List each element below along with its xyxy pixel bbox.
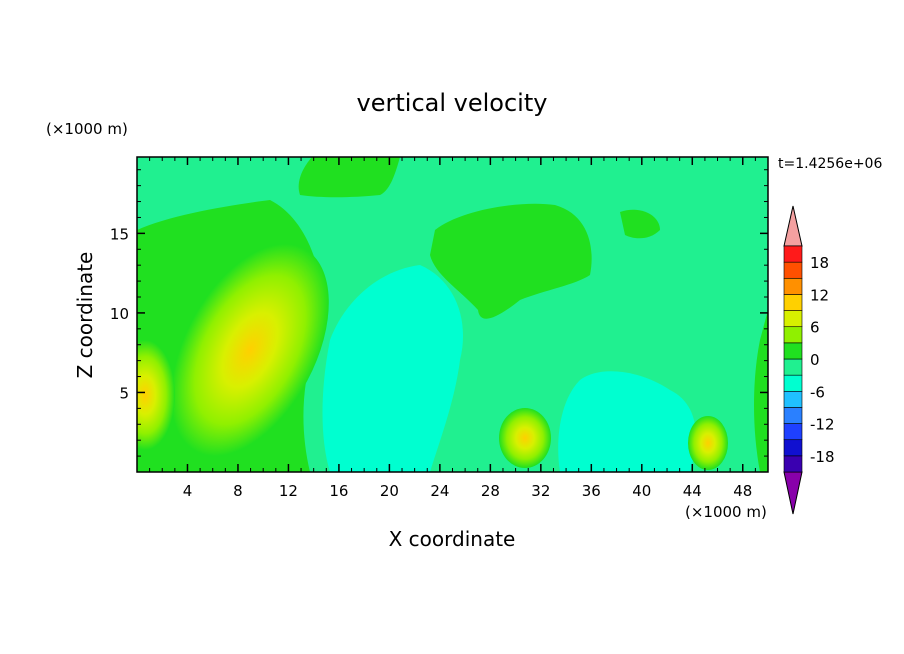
- colorbar-band: [783, 455, 803, 473]
- contour-updraft-main: [171, 243, 329, 457]
- y-axis-label: Z coordinate: [73, 252, 97, 379]
- x-tick-label: 8: [233, 482, 243, 500]
- x-tick-label: 16: [329, 482, 348, 500]
- x-axis-label: X coordinate: [389, 527, 516, 551]
- colorbar-min-extension: [783, 471, 803, 515]
- contour-weak-updraft-edge: [754, 310, 768, 472]
- colorbar-band: [783, 423, 803, 441]
- x-tick-label: 44: [683, 482, 702, 500]
- x-tick-label: 36: [582, 482, 601, 500]
- y-tick-label: 15: [110, 225, 129, 243]
- colorbar-band: [783, 310, 803, 328]
- x-tick-label: 28: [481, 482, 500, 500]
- time-label: t=1.4256e+06: [778, 156, 882, 172]
- x-tick-label: 24: [430, 482, 449, 500]
- colorbar-band: [783, 277, 803, 295]
- colorbar-band: [783, 439, 803, 457]
- colorbar-max-extension: [783, 205, 803, 247]
- colorbar-tick-label: 18: [810, 254, 829, 272]
- x-unit-label: (×1000 m): [685, 503, 767, 521]
- x-tick-label: 12: [279, 482, 298, 500]
- colorbar-tick-label: 12: [810, 286, 829, 304]
- x-tick-label: 32: [531, 482, 550, 500]
- colorbar-band: [783, 374, 803, 392]
- contour-weak-updraft-center: [430, 203, 592, 319]
- chart-title: vertical velocity: [357, 89, 548, 117]
- y-tick-label: 5: [119, 384, 129, 402]
- contour-updraft-46: [688, 416, 728, 470]
- colorbar: 18 12 6 0 -6 -12 -18: [783, 205, 835, 515]
- colorbar-band: [783, 261, 803, 279]
- colorbar-band: [783, 326, 803, 344]
- colorbar-band: [783, 342, 803, 360]
- x-tick-label: 20: [380, 482, 399, 500]
- contour-weak-updraft-right: [620, 209, 660, 239]
- contour-weak-updraft-top: [298, 157, 400, 198]
- colorbar-band: [783, 294, 803, 311]
- colorbar-band: [783, 390, 803, 408]
- colorbar-band: [783, 407, 803, 424]
- colorbar-tick-label: -18: [810, 448, 835, 466]
- contour-updraft-32: [499, 408, 551, 468]
- colorbar-tick-label: -12: [810, 416, 835, 434]
- contour-updraft-edge: [137, 340, 175, 450]
- colorbar-band: [783, 245, 803, 263]
- y-unit-label: (×1000 m): [46, 120, 128, 138]
- y-axis: 5 10 15: [110, 169, 768, 457]
- contour-downdraft-right: [558, 371, 696, 472]
- x-tick-label: 48: [733, 482, 752, 500]
- y-tick-label: 10: [110, 305, 129, 323]
- colorbar-band: [783, 358, 803, 376]
- x-tick-label: 40: [632, 482, 651, 500]
- x-tick-label: 4: [183, 482, 193, 500]
- colorbar-tick-label: 0: [810, 351, 820, 369]
- contour-downdraft-center: [322, 265, 464, 472]
- colorbar-tick-label: -6: [810, 383, 825, 401]
- colorbar-tick-label: 6: [810, 319, 820, 337]
- plot-area: [137, 157, 768, 472]
- x-axis: 4 8 12 16 20 24 28 32 36 40 44 48: [149, 157, 756, 500]
